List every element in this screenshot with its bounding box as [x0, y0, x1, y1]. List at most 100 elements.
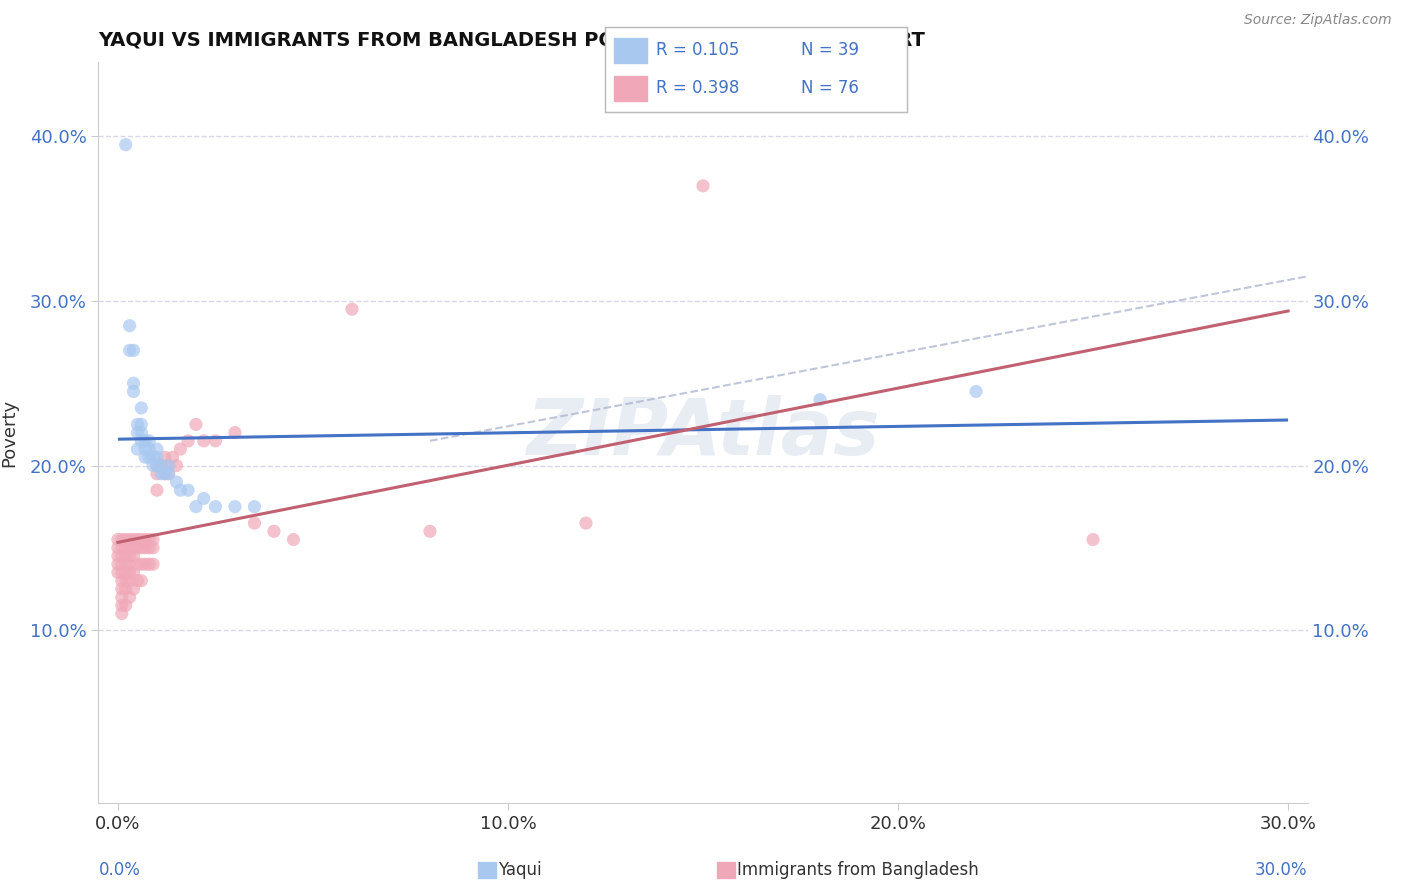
Point — [157, 467, 180, 481]
Point — [111, 574, 134, 588]
Point — [127, 442, 149, 456]
Point — [340, 302, 363, 317]
Text: R = 0.105: R = 0.105 — [657, 42, 740, 60]
Point — [204, 500, 226, 514]
FancyBboxPatch shape — [613, 37, 647, 63]
Point — [149, 458, 172, 473]
Point — [107, 549, 129, 563]
Point — [283, 533, 305, 547]
Point — [224, 425, 246, 440]
Point — [165, 458, 187, 473]
Point — [127, 417, 149, 432]
Point — [114, 599, 136, 613]
Point — [184, 500, 207, 514]
Point — [127, 558, 149, 572]
Point — [131, 434, 153, 448]
Point — [263, 524, 285, 539]
Point — [127, 541, 149, 555]
Point — [118, 318, 141, 333]
FancyBboxPatch shape — [613, 76, 647, 102]
Point — [142, 450, 165, 465]
Point — [193, 434, 215, 448]
Point — [224, 500, 246, 514]
Text: ZIPAtlas: ZIPAtlas — [526, 394, 880, 471]
Point — [111, 549, 134, 563]
Text: Immigrants from Bangladesh: Immigrants from Bangladesh — [737, 861, 979, 879]
Text: Yaqui: Yaqui — [498, 861, 541, 879]
Point — [157, 467, 180, 481]
Point — [142, 541, 165, 555]
Point — [114, 541, 136, 555]
Point — [169, 442, 191, 456]
Point — [118, 558, 141, 572]
Text: 30.0%: 30.0% — [1256, 861, 1308, 879]
Point — [1081, 533, 1104, 547]
Point — [111, 607, 134, 621]
Point — [146, 442, 169, 456]
Point — [134, 533, 156, 547]
Point — [122, 376, 145, 391]
Point — [118, 566, 141, 580]
Point — [118, 590, 141, 604]
Point — [142, 558, 165, 572]
Point — [111, 590, 134, 604]
Point — [243, 516, 266, 530]
Point — [134, 442, 156, 456]
Text: N = 39: N = 39 — [801, 42, 859, 60]
Point — [146, 483, 169, 498]
Point — [131, 574, 153, 588]
Point — [138, 541, 160, 555]
Point — [134, 434, 156, 448]
Point — [131, 401, 153, 415]
Point — [111, 599, 134, 613]
Point — [134, 541, 156, 555]
Point — [149, 467, 172, 481]
Y-axis label: Poverty: Poverty — [0, 399, 18, 467]
Point — [146, 450, 169, 465]
Point — [118, 574, 141, 588]
Point — [111, 533, 134, 547]
Point — [808, 392, 831, 407]
Point — [122, 582, 145, 596]
Point — [165, 475, 187, 489]
Point — [149, 458, 172, 473]
Point — [114, 137, 136, 152]
Point — [131, 558, 153, 572]
Point — [111, 566, 134, 580]
Point — [107, 541, 129, 555]
Point — [204, 434, 226, 448]
Point — [692, 178, 714, 193]
Point — [131, 533, 153, 547]
Point — [138, 434, 160, 448]
Point — [122, 541, 145, 555]
Point — [162, 450, 184, 465]
Point — [134, 450, 156, 465]
Point — [153, 467, 176, 481]
Point — [153, 467, 176, 481]
Point — [111, 541, 134, 555]
Point — [138, 442, 160, 456]
Point — [122, 384, 145, 399]
Point — [114, 566, 136, 580]
Point — [146, 458, 169, 473]
Point — [107, 558, 129, 572]
Point — [122, 549, 145, 563]
Point — [134, 558, 156, 572]
Point — [138, 558, 160, 572]
Point — [127, 574, 149, 588]
Point — [131, 425, 153, 440]
Point — [107, 533, 129, 547]
Point — [114, 549, 136, 563]
Text: YAQUI VS IMMIGRANTS FROM BANGLADESH POVERTY CORRELATION CHART: YAQUI VS IMMIGRANTS FROM BANGLADESH POVE… — [98, 30, 925, 50]
Point — [142, 533, 165, 547]
Point — [131, 541, 153, 555]
Text: N = 76: N = 76 — [801, 78, 859, 96]
Point — [114, 574, 136, 588]
Point — [107, 566, 129, 580]
Point — [127, 533, 149, 547]
Point — [114, 558, 136, 572]
Point — [138, 533, 160, 547]
Point — [575, 516, 598, 530]
Point — [184, 417, 207, 432]
Point — [118, 533, 141, 547]
